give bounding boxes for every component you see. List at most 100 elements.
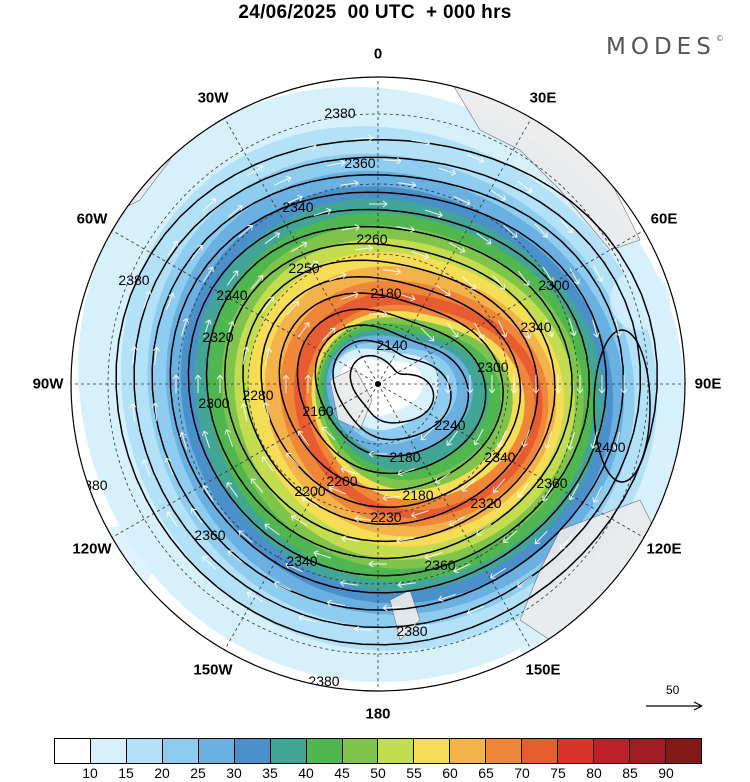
wind-vector-arrow <box>226 482 239 498</box>
wind-vector-arrow <box>568 318 577 337</box>
map-title: 24/06/2025 00 UTC + 000 hrs <box>238 2 512 23</box>
wind-vector-arrow <box>424 209 443 218</box>
contour-labels: 2380 2360 2340 2260 2250 2180 2140 2160 2320 2300… <box>76 105 625 689</box>
contour-label: 2380 <box>324 105 355 121</box>
wind-vector-arrow <box>598 375 606 394</box>
height-contour <box>296 308 487 475</box>
wind-vector-arrow <box>340 179 359 187</box>
wind-vector-arrow <box>517 575 533 588</box>
longitude-label: 60W <box>76 210 108 228</box>
wind-vector-arrow <box>476 232 492 245</box>
brand-logo: MODES© <box>606 34 724 60</box>
wind-vector-arrow <box>382 494 401 502</box>
wind-vector-arrow <box>354 515 373 523</box>
contour-label: 2200 <box>294 483 325 499</box>
wind-vector-arrow <box>532 375 540 394</box>
longitude-label: 150W <box>193 661 233 679</box>
wind-vector-arrow <box>313 207 332 217</box>
wind-vector-arrow <box>461 478 477 492</box>
wind-vector-arrow <box>274 176 292 186</box>
colorbar-tick-label: 65 <box>478 765 494 781</box>
wind-vector-arrow <box>282 374 290 393</box>
wind-vector-arrow <box>172 374 180 393</box>
wind-vector-arrow <box>203 319 212 338</box>
wind-vectors <box>129 134 628 633</box>
colorbar-tick-label: 25 <box>190 765 206 781</box>
contour-label: 2380 <box>76 477 107 493</box>
south-pole-marker <box>375 381 381 387</box>
wind-vector-arrow <box>165 292 175 311</box>
wind-vector-arrow <box>612 431 620 450</box>
wind-speed-patch <box>610 270 670 330</box>
wind-vector-arrow <box>461 276 477 290</box>
wind-vector-arrow <box>397 293 416 302</box>
wind-vector-arrow <box>141 459 151 477</box>
height-contour <box>332 339 452 441</box>
longitude-label: 150E <box>525 661 561 679</box>
wind-vector-arrow <box>354 134 374 142</box>
wind-vector-arrow <box>285 194 303 205</box>
colorbar-tick-label: 55 <box>406 765 422 781</box>
wind-vector-arrow <box>191 244 203 260</box>
wind-vector-arrow <box>166 511 178 527</box>
latitude-circle <box>247 253 509 515</box>
colorbar-tick-label: 45 <box>334 765 350 781</box>
wind-vector-arrow <box>167 240 179 257</box>
colorbar-swatch <box>558 739 595 763</box>
wind-vector-arrow <box>264 347 272 366</box>
colorbar-tick-label: 60 <box>442 765 458 781</box>
graticule <box>71 77 685 691</box>
wind-vector-arrow <box>396 225 415 233</box>
wind-vector-arrow <box>554 375 562 394</box>
longitude-label: 60E <box>650 210 678 228</box>
contour-label: 2180 <box>402 487 433 503</box>
wind-vector-arrow <box>492 478 506 493</box>
contour-label: 2240 <box>434 417 465 433</box>
wind-vector-arrow <box>569 267 580 285</box>
wind-vector-arrow <box>246 591 264 602</box>
wind-vector-arrow <box>434 472 451 484</box>
wind-vector-arrow <box>522 321 532 339</box>
wind-vector-arrow <box>576 375 584 394</box>
wind-vector-arrow <box>297 430 310 446</box>
wind-vector-arrow <box>453 563 471 574</box>
map-boundary <box>70 76 686 692</box>
colorbar-tick-label: 40 <box>298 765 314 781</box>
height-contour <box>349 354 435 424</box>
wind-vector-arrow <box>411 623 430 631</box>
longitude-label: 90W <box>32 375 64 393</box>
contour-label: 2200 <box>326 473 357 489</box>
wind-vector-arrow <box>227 205 243 218</box>
wind-vector-arrow <box>473 428 484 446</box>
wind-vector-arrow <box>341 535 360 543</box>
wind-vector-arrow <box>304 374 312 393</box>
height-contour <box>169 191 608 594</box>
wind-vector-arrow <box>339 579 359 587</box>
wind-vector-arrow <box>285 562 303 572</box>
wind-vector-arrow <box>438 593 456 602</box>
wind-vector-arrow <box>503 530 518 544</box>
wind-vector-arrow <box>226 321 235 339</box>
wind-vector-arrow <box>593 265 604 283</box>
wind-vector-arrow <box>313 550 332 559</box>
wind-vector-arrow <box>240 403 248 422</box>
colorbar-swatch <box>414 739 451 763</box>
colorbar-swatch <box>198 739 235 763</box>
wind-vector-arrow <box>397 581 416 589</box>
wind-speed-patch <box>110 100 190 180</box>
wind-vector-arrow <box>297 322 310 338</box>
wind-vector-arrow <box>262 296 274 312</box>
contour-label: 2380 <box>396 623 427 639</box>
height-contour <box>151 174 625 611</box>
wind-vector-arrow <box>369 310 388 318</box>
colorbar-swatch <box>522 739 559 763</box>
wind-vector-arrow <box>474 322 485 340</box>
wind-vector-arrow <box>542 266 554 283</box>
wind-vector-arrow <box>226 270 239 286</box>
wind-vector-arrow <box>179 431 188 450</box>
wind-vector-arrow <box>290 241 308 253</box>
wind-vector-arrow <box>444 375 452 394</box>
contour-label: 2360 <box>424 557 455 573</box>
copyright-mark: © <box>715 34 724 44</box>
wind-vector-arrow <box>517 482 530 498</box>
